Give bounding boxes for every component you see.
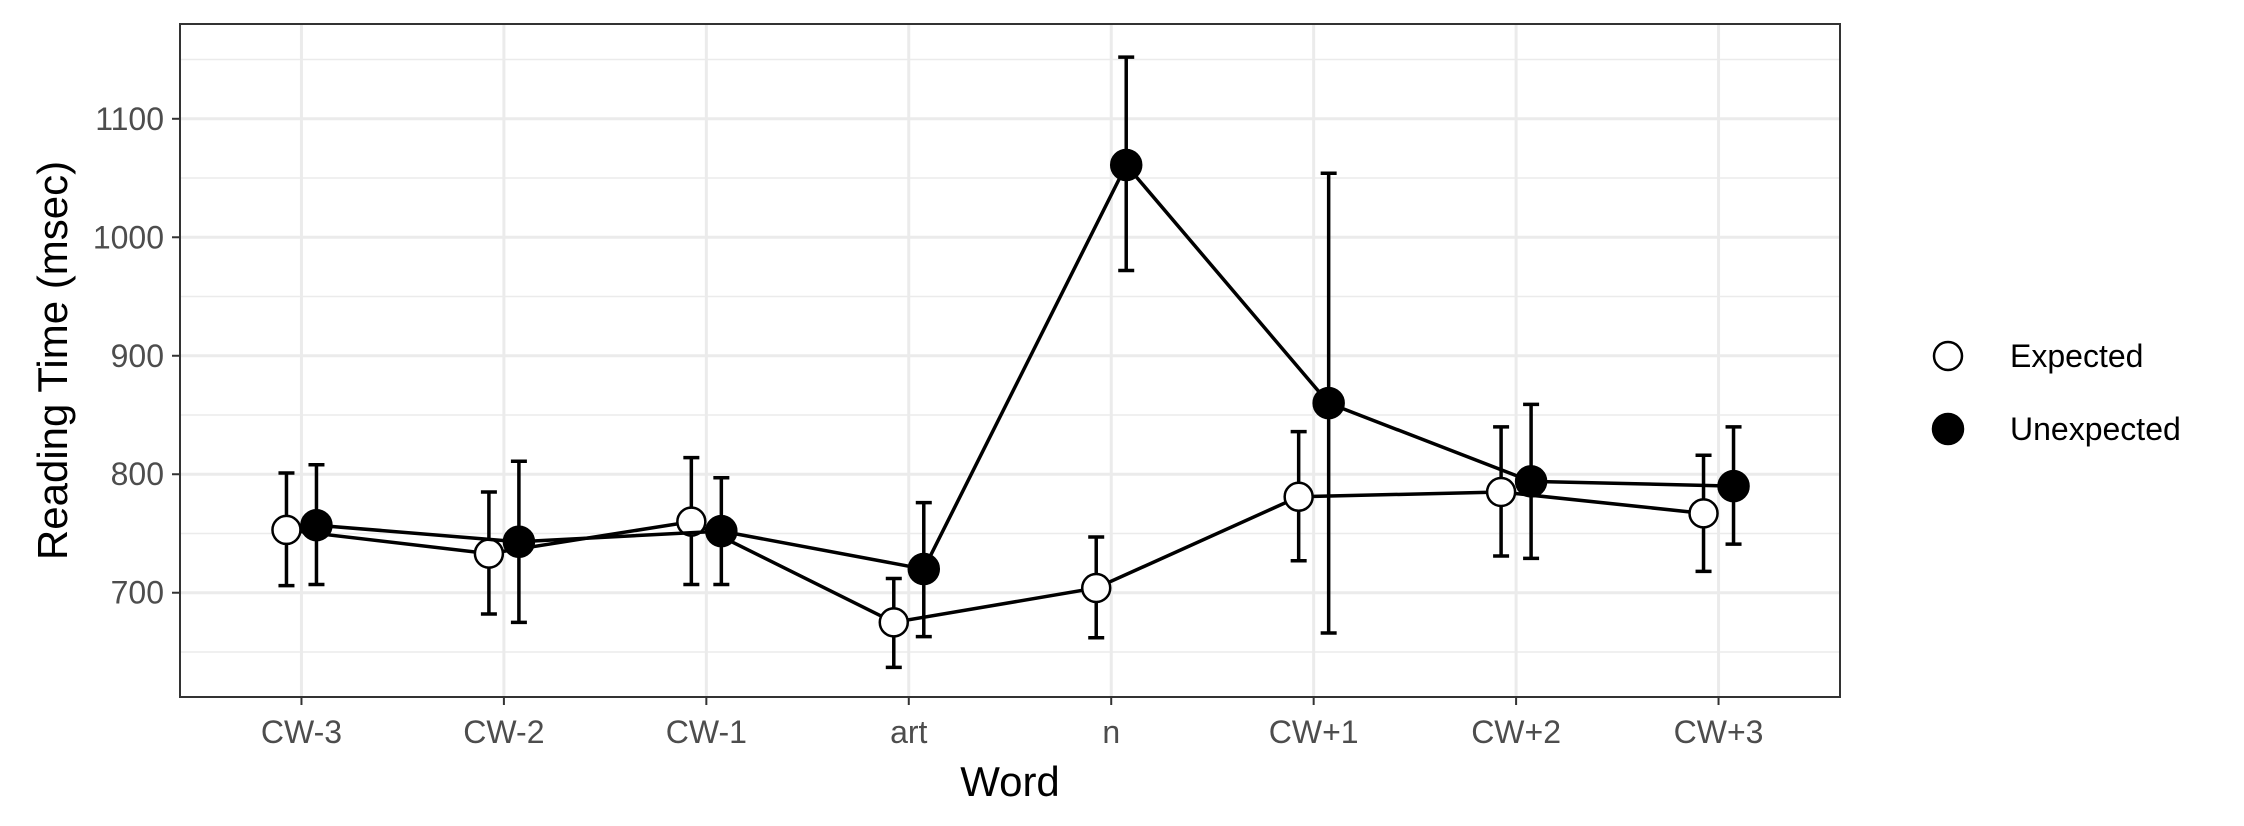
x-tick-label: CW-2 (463, 714, 544, 750)
x-tick-label: CW+3 (1674, 714, 1764, 750)
series-layer (271, 55, 1750, 670)
data-point (1688, 498, 1719, 529)
data-point (1109, 148, 1143, 182)
x-tick-label: CW-1 (666, 714, 747, 750)
minor-gridlines (180, 58, 1840, 653)
x-tick-label: CW+2 (1471, 714, 1561, 750)
x-tick-label: art (890, 714, 927, 750)
y-tick-label: 900 (111, 338, 164, 374)
panel-border (179, 23, 1841, 698)
data-point (907, 552, 941, 586)
major-gridlines (180, 24, 1840, 697)
data-point (676, 506, 707, 537)
y-tick-label: 1100 (95, 101, 164, 137)
data-point (473, 538, 505, 569)
data-point (502, 525, 536, 559)
legend-label-unexpected: Unexpected (2010, 411, 2181, 447)
legend-key-unexpected (1931, 412, 1965, 446)
legend-label-expected: Expected (2010, 338, 2143, 374)
legend-key-expected (1932, 340, 1964, 372)
data-point (1485, 476, 1517, 508)
x-axis-title: Word (960, 758, 1060, 805)
series-expected (271, 425, 1719, 670)
x-axis: CW-3 CW-2 CW-1 art n CW+1 CW+2 CW+3 (261, 697, 1764, 750)
data-point (705, 514, 738, 548)
y-tick-label: 700 (111, 575, 164, 611)
series-line (316, 161, 1734, 571)
data-point (300, 508, 333, 542)
y-axis: 700 800 900 1000 1100 (93, 101, 180, 611)
x-tick-label: CW-3 (261, 714, 342, 750)
y-axis-title: Reading Time (msec) (29, 161, 76, 560)
y-tick-label: 1000 (93, 219, 164, 255)
data-point (271, 514, 302, 546)
x-tick-label: CW+1 (1269, 714, 1359, 750)
legend: Expected Unexpected (1931, 338, 2181, 447)
x-tick-label: n (1102, 714, 1120, 750)
series-unexpected (300, 55, 1750, 639)
y-tick-label: 800 (111, 456, 164, 492)
data-point (1283, 481, 1314, 513)
data-point (1080, 572, 1112, 604)
data-point (1514, 465, 1548, 498)
data-point (1717, 469, 1750, 503)
data-point (1312, 386, 1345, 420)
data-point (878, 607, 910, 638)
